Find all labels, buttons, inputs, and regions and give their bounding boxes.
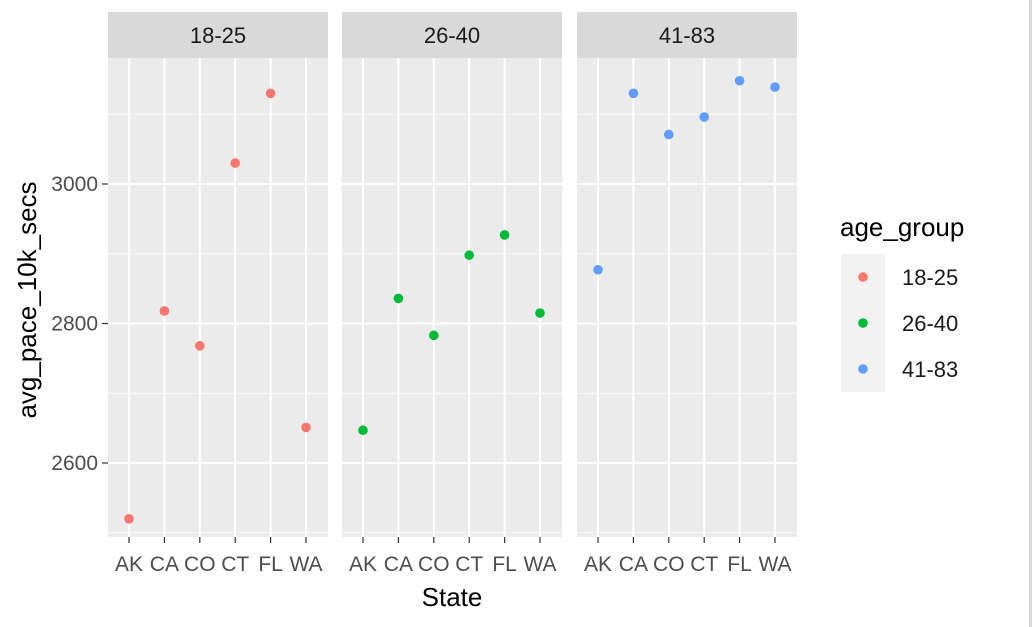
legend-key-dot — [858, 318, 868, 328]
legend-label: 41-83 — [902, 357, 958, 382]
x-tick-label: WA — [523, 553, 556, 576]
y-tick-label: 2800 — [51, 313, 98, 336]
panel-background — [577, 58, 797, 537]
x-tick-label: FL — [727, 553, 752, 576]
legend-label: 18-25 — [902, 265, 958, 290]
facet-strip — [342, 12, 562, 58]
x-tick-label: WA — [758, 553, 791, 576]
data-point-26-40-CT — [464, 250, 475, 260]
facet-strip — [108, 12, 328, 58]
panel-background — [108, 58, 328, 537]
facet-strip-label: 18-25 — [190, 23, 246, 48]
data-point-26-40-FL — [499, 230, 510, 240]
x-tick-label: AK — [349, 553, 377, 576]
y-tick-label: 2600 — [51, 452, 98, 475]
data-point-41-83-WA — [770, 82, 780, 92]
x-tick-label: CT — [455, 553, 483, 576]
legend-key-dot — [858, 364, 868, 374]
panel-background — [342, 58, 562, 537]
facet-panel-18-25: 18-25 — [108, 12, 328, 537]
x-tick-label: CO — [653, 553, 685, 576]
x-tick-label: AK — [115, 553, 143, 576]
legend-title: age_group — [840, 212, 964, 242]
x-tick-label: CO — [418, 553, 450, 576]
y-tick-label: 3000 — [51, 173, 98, 196]
x-tick-label: CA — [384, 553, 413, 576]
data-point-18-25-CO — [195, 341, 205, 351]
y-axis: 2600 2800 3000 — [51, 173, 108, 475]
x-tick-label: FL — [258, 553, 283, 576]
data-point-41-83-FL — [734, 75, 745, 86]
legend: age_group 18-25 26-40 41-83 — [840, 212, 964, 392]
facet-panel-41-83: 41-83 — [577, 12, 797, 537]
facet-strip-label: 41-83 — [659, 23, 715, 48]
x-axis: AK CA CO CT FL WA AK CA CO CT FL WA AK CA CO CT FL WA — [115, 537, 792, 576]
x-tick-label: FL — [492, 553, 517, 576]
x-tick-label: CT — [690, 553, 718, 576]
data-point-18-25-CT — [230, 158, 240, 168]
data-point-26-40-AK — [358, 425, 368, 436]
x-tick-label: CT — [221, 553, 249, 576]
data-point-18-25-AK — [124, 514, 134, 524]
x-tick-label: CA — [150, 553, 179, 576]
x-tick-label: CA — [619, 553, 648, 576]
data-point-18-25-WA — [301, 422, 311, 433]
facet-panel-26-40: 26-40 — [342, 12, 562, 537]
data-point-41-83-CO — [664, 129, 674, 140]
x-tick-label: CO — [184, 553, 216, 576]
facet-strip — [577, 12, 797, 58]
data-point-26-40-WA — [535, 308, 545, 318]
y-axis-title: avg_pace_10k_secs — [12, 181, 42, 418]
legend-key-dot — [858, 272, 868, 282]
panels-layer: 18-25 26-40 41-83 — [108, 12, 797, 537]
x-axis-title: State — [422, 582, 483, 612]
window-edge — [1029, 0, 1032, 627]
data-point-41-83-AK — [593, 264, 603, 275]
data-point-18-25-CA — [159, 306, 170, 316]
data-point-18-25-FL — [265, 88, 276, 99]
x-tick-label: WA — [289, 553, 322, 576]
data-point-26-40-CA — [393, 293, 404, 304]
x-tick-label: AK — [584, 553, 612, 576]
data-point-41-83-CA — [628, 88, 639, 99]
facet-strip-label: 26-40 — [424, 23, 480, 48]
data-point-41-83-CT — [699, 112, 709, 122]
legend-label: 26-40 — [902, 311, 958, 336]
data-point-26-40-CO — [429, 330, 439, 341]
